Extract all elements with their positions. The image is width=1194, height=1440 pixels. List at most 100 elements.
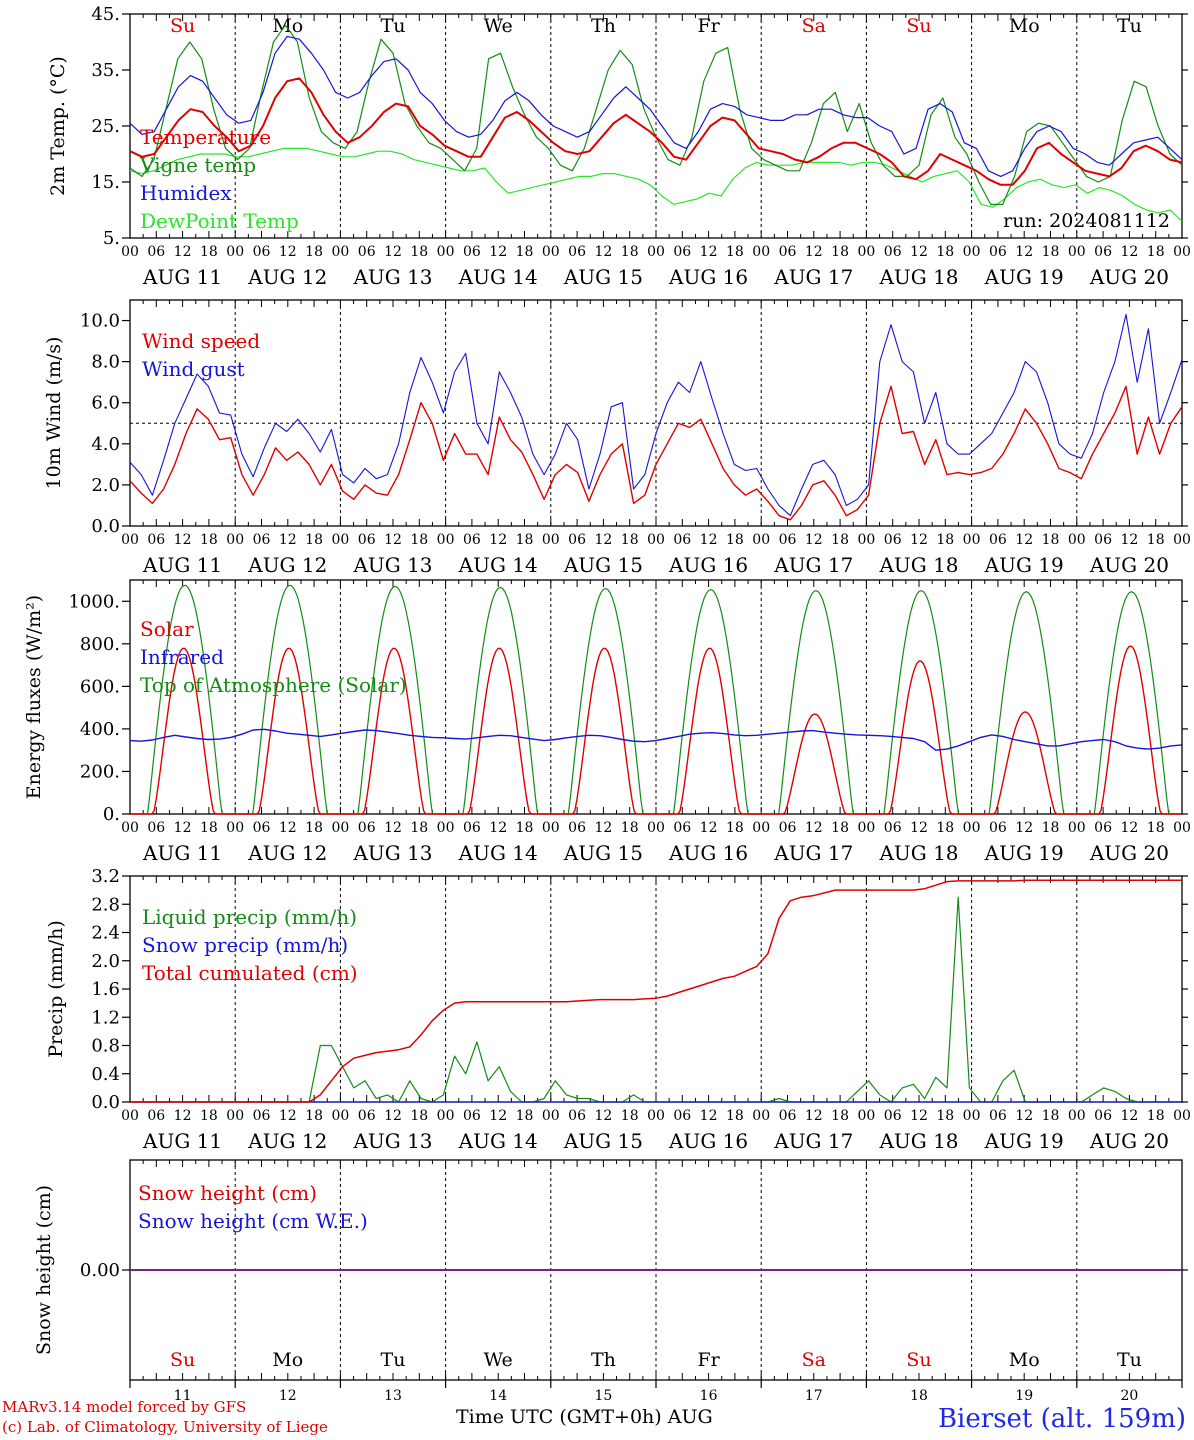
hour-tick-label: 00 <box>752 1108 770 1124</box>
hour-tick-label: 06 <box>147 244 165 260</box>
hour-tick-label: 12 <box>910 244 928 260</box>
date-label: AUG 16 <box>668 265 748 289</box>
axis-ylabel: Energy fluxes (W/m²) <box>23 595 45 799</box>
hour-tick-label: 12 <box>1120 1108 1138 1124</box>
hour-tick-label: 12 <box>594 244 612 260</box>
hour-tick-label: 12 <box>279 532 297 548</box>
hour-tick-label: 06 <box>463 1108 481 1124</box>
weekday-label: Mo <box>1009 1349 1040 1371</box>
date-label: AUG 14 <box>458 553 538 577</box>
precip-legend-0: Liquid precip (mm/h) <box>142 905 357 929</box>
hour-tick-label: 00 <box>647 532 665 548</box>
hour-tick-label: 00 <box>857 532 875 548</box>
hour-tick-label: 12 <box>489 532 507 548</box>
hour-tick-label: 12 <box>594 532 612 548</box>
weekday-label: Th <box>591 1349 616 1371</box>
hour-tick-label: 00 <box>963 532 981 548</box>
hour-tick-label: 18 <box>516 532 534 548</box>
hour-tick-label: 12 <box>1015 244 1033 260</box>
hour-tick-label: 00 <box>1068 244 1086 260</box>
hour-tick-label: 06 <box>358 1108 376 1124</box>
weekday-label: Tu <box>1117 15 1142 37</box>
hour-tick-label: 06 <box>779 532 797 548</box>
day-number: 11 <box>174 1388 192 1404</box>
date-label: AUG 15 <box>563 265 643 289</box>
y-tick-label: 15. <box>91 172 120 193</box>
date-label: AUG 16 <box>668 553 748 577</box>
date-label: AUG 15 <box>563 1129 643 1153</box>
hour-tick-label: 12 <box>1015 532 1033 548</box>
hour-tick-label: 06 <box>989 820 1007 836</box>
day-number: 18 <box>910 1388 928 1404</box>
date-label: AUG 14 <box>458 265 538 289</box>
hour-tick-label: 06 <box>253 244 271 260</box>
hour-tick-label: 00 <box>226 532 244 548</box>
hour-tick-label: 00 <box>437 532 455 548</box>
date-label: AUG 17 <box>773 1129 853 1153</box>
hour-tick-label: 06 <box>358 244 376 260</box>
hour-tick-label: 18 <box>1147 1108 1165 1124</box>
hour-tick-label: 00 <box>437 1108 455 1124</box>
temp-legend-3: DewPoint Temp <box>140 209 299 233</box>
hour-tick-label: 00 <box>1068 532 1086 548</box>
panel-frame <box>129 13 1183 239</box>
hour-tick-label: 18 <box>1042 532 1060 548</box>
day-number: 19 <box>1015 1388 1033 1404</box>
series-line-temperature <box>129 77 1183 186</box>
weekday-label: We <box>484 15 513 37</box>
hour-tick-label: 12 <box>910 532 928 548</box>
hour-tick-label: 18 <box>1147 820 1165 836</box>
hour-tick-label: 06 <box>568 532 586 548</box>
weekday-label: Su <box>170 1349 195 1371</box>
hour-tick-label: 12 <box>1120 532 1138 548</box>
hour-tick-label: 00 <box>542 1108 560 1124</box>
hour-tick-label: 06 <box>1094 820 1112 836</box>
hour-tick-label: 18 <box>1042 244 1060 260</box>
axis-ylabel: Snow height (cm) <box>33 1185 55 1355</box>
hour-tick-label: 12 <box>700 532 718 548</box>
date-label: AUG 14 <box>458 841 538 865</box>
weekday-label: We <box>484 1349 513 1371</box>
date-label: AUG 16 <box>668 1129 748 1153</box>
series-line-humidex <box>129 35 1183 177</box>
y-tick-label: 1000. <box>68 591 120 612</box>
temp-legend-0: Temperature <box>140 125 271 149</box>
y-tick-label: 0.00 <box>80 1260 120 1281</box>
date-label: AUG 13 <box>352 1129 432 1153</box>
hour-tick-label: 18 <box>621 244 639 260</box>
hour-tick-label: 06 <box>673 1108 691 1124</box>
hour-tick-label: 06 <box>673 532 691 548</box>
y-tick-label: 600. <box>80 676 120 697</box>
hour-tick-label: 18 <box>410 820 428 836</box>
hour-tick-label: 00 <box>1173 532 1191 548</box>
y-tick-label: 0.0 <box>91 1092 120 1113</box>
hour-tick-label: 00 <box>331 1108 349 1124</box>
date-label: AUG 20 <box>1089 841 1169 865</box>
hour-tick-label: 06 <box>989 1108 1007 1124</box>
weekday-label: Mo <box>1009 15 1040 37</box>
hour-tick-label: 00 <box>752 244 770 260</box>
series-line-infrared <box>129 728 1183 751</box>
hour-tick-label: 00 <box>226 820 244 836</box>
date-label: AUG 16 <box>668 841 748 865</box>
hour-tick-label: 00 <box>1068 1108 1086 1124</box>
hour-tick-label: 18 <box>621 532 639 548</box>
hour-tick-label: 18 <box>621 1108 639 1124</box>
hour-tick-label: 06 <box>1094 1108 1112 1124</box>
hour-tick-label: 18 <box>831 820 849 836</box>
wind-legend-0: Wind speed <box>142 329 260 353</box>
weekday-label: Tu <box>381 1349 406 1371</box>
hour-tick-label: 06 <box>568 820 586 836</box>
hour-tick-label: 12 <box>700 820 718 836</box>
hour-tick-label: 18 <box>516 1108 534 1124</box>
station-name: Bierset (alt. 159m) <box>937 1404 1186 1434</box>
precip-legend-1: Snow precip (mm/h) <box>142 933 348 957</box>
y-tick-label: 2.4 <box>91 923 120 944</box>
hour-tick-label: 18 <box>200 532 218 548</box>
hour-tick-label: 12 <box>174 532 192 548</box>
hour-tick-label: 18 <box>410 244 428 260</box>
hour-tick-label: 00 <box>1173 820 1191 836</box>
hour-tick-label: 06 <box>463 532 481 548</box>
temp-legend-2: Humidex <box>140 181 232 205</box>
hour-tick-label: 12 <box>489 1108 507 1124</box>
